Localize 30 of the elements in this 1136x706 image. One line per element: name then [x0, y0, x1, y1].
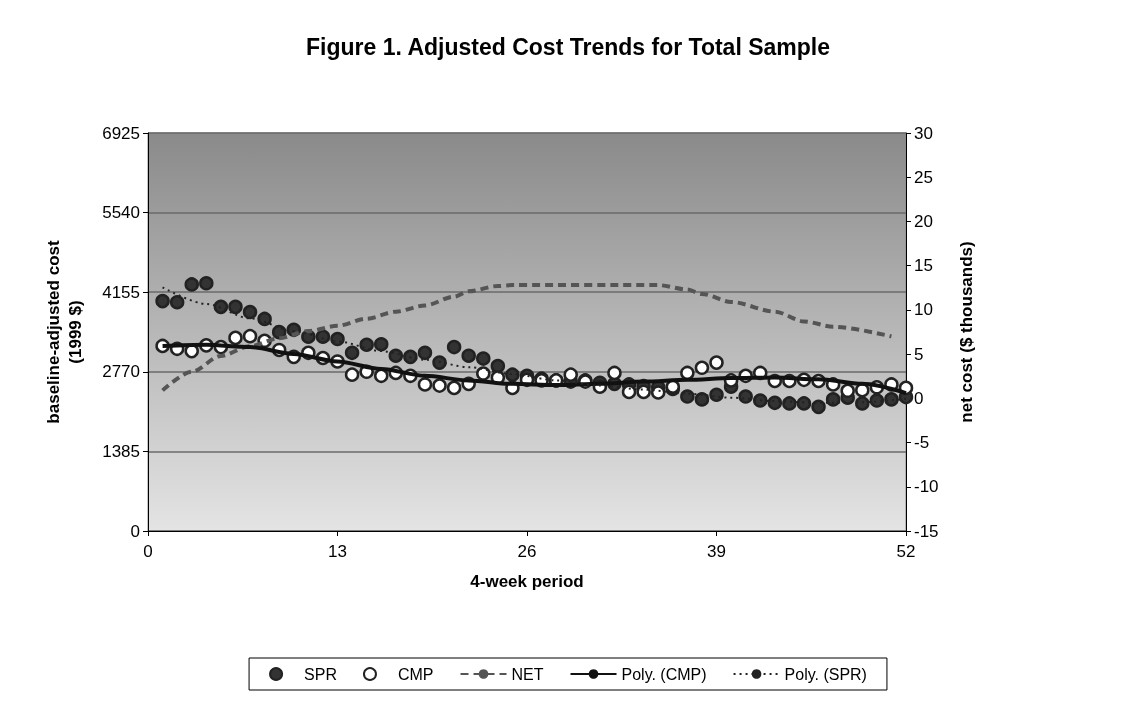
x-tick-label: 26 [517, 542, 537, 561]
y2-tick-label: 25 [914, 167, 933, 187]
y2-tick-label: 15 [914, 256, 933, 276]
x-tick-label: 13 [328, 542, 347, 561]
x-tick-label: 52 [896, 542, 916, 561]
y-tick-label: 1385 [102, 441, 140, 461]
chart-title: Figure 1. Adjusted Cost Trends for Total Sample [306, 33, 830, 60]
y2-tick-label: -10 [914, 477, 939, 497]
y2-tick-label: 5 [914, 344, 924, 364]
y-tick-label: 4155 [102, 282, 140, 302]
y2-tick-label: 30 [914, 123, 933, 143]
y2-tick-label: 10 [914, 300, 933, 320]
y2-tick-label: -15 [914, 521, 939, 541]
y2-axis-title: net cost ($ thousands) [957, 241, 976, 423]
y-tick-label: 2770 [102, 362, 140, 382]
x-axis-title: 4-week period [470, 572, 584, 591]
y2-tick-label: 0 [914, 388, 924, 408]
y-tick-label: 6925 [102, 123, 140, 143]
y-tick-label: 5540 [102, 203, 140, 223]
y-tick-label: 0 [130, 521, 140, 541]
legend-label: NET [511, 665, 544, 683]
legend-label: CMP [397, 665, 434, 683]
y2-tick-label: -5 [914, 433, 930, 453]
x-tick-label: 39 [707, 542, 726, 561]
legend-label: Poly. (CMP) [621, 665, 707, 683]
y2-tick-label: 20 [914, 211, 933, 231]
y-axis-title: baseline-adjusted cost (1999 $) [43, 240, 85, 424]
x-tick-label: 0 [143, 542, 153, 561]
legend-label: SPR [304, 665, 337, 683]
legend-label: Poly. (SPR) [784, 665, 867, 683]
